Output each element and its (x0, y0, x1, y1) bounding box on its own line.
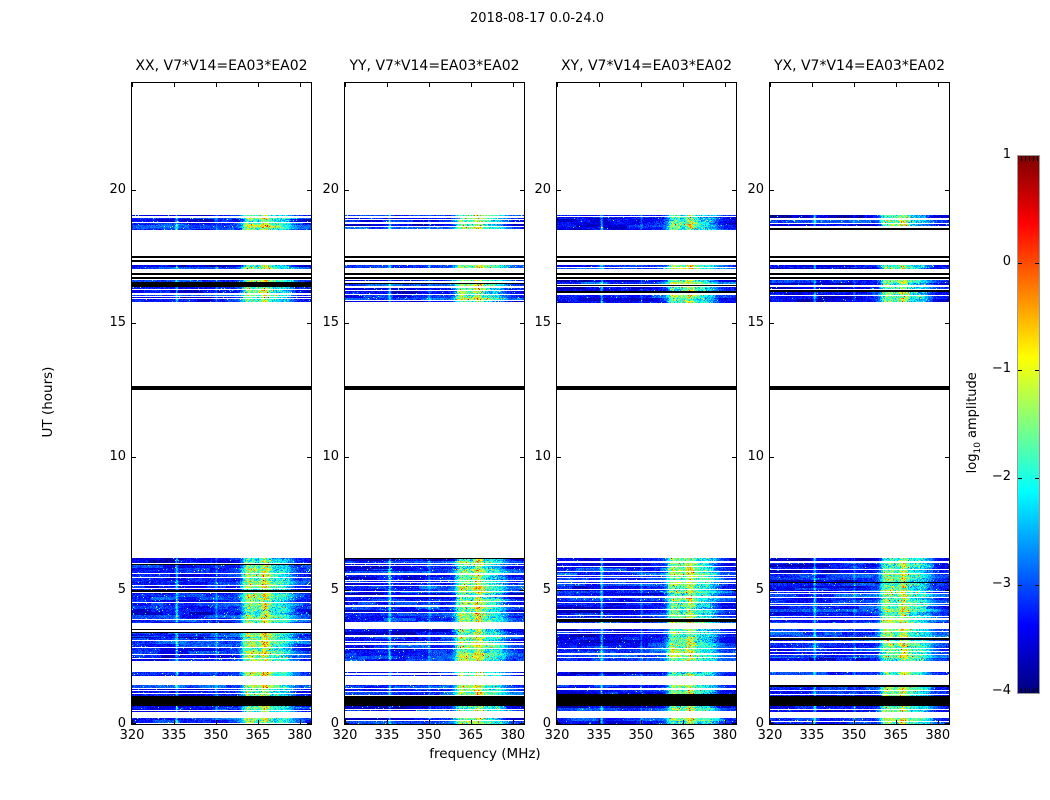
y-tick-label: 10 (109, 448, 126, 464)
y-tick-label: 20 (109, 181, 126, 197)
x-tick-label: 320 (332, 728, 358, 743)
colorbar-tick-label: −3 (991, 576, 1011, 591)
x-tick-label: 350 (628, 728, 654, 743)
y-tick-label: 10 (322, 448, 339, 464)
colorbar-canvas (1018, 156, 1039, 693)
x-tick-label: 380 (712, 728, 738, 743)
x-tick-label: 350 (841, 728, 867, 743)
y-tick-label: 15 (109, 315, 126, 331)
x-tick-label: 380 (287, 728, 313, 743)
spectrogram-panel-yy (344, 82, 525, 725)
figure-title: 2018-08-17 0.0-24.0 (470, 11, 604, 26)
x-tick-label: 365 (883, 728, 909, 743)
y-tick-label: 15 (534, 315, 551, 331)
x-tick-label: 350 (416, 728, 442, 743)
colorbar-label-suffix: amplitude (965, 372, 981, 443)
y-tick-label: 15 (747, 315, 764, 331)
x-tick-label: 350 (203, 728, 229, 743)
panel-title-yx: YX, V7*V14=EA03*EA02 (773, 58, 946, 74)
y-tick-label: 5 (755, 582, 764, 598)
x-tick-label: 335 (374, 728, 400, 743)
spectrogram-panel-yx (769, 82, 950, 725)
y-tick-label: 10 (747, 448, 764, 464)
y-tick-label: 0 (330, 716, 339, 731)
spectrogram-canvas-xx (132, 83, 311, 724)
y-tick-label: 5 (117, 582, 126, 598)
x-tick-label: 365 (670, 728, 696, 743)
x-axis-label: frequency (MHz) (429, 746, 541, 762)
spectrogram-panel-xy (556, 82, 737, 725)
colorbar-tick-label: −4 (991, 683, 1011, 698)
x-tick-label: 335 (161, 728, 187, 743)
spectrogram-panel-xx (131, 82, 312, 725)
colorbar-tick-label: 0 (1002, 254, 1011, 269)
x-tick-label: 365 (245, 728, 271, 743)
y-tick-label: 5 (542, 582, 551, 598)
panel-title-xx: XX, V7*V14=EA03*EA02 (135, 58, 308, 74)
x-tick-label: 320 (757, 728, 783, 743)
panel-title-yy: YY, V7*V14=EA03*EA02 (349, 58, 520, 74)
x-tick-label: 365 (458, 728, 484, 743)
y-tick-label: 20 (322, 181, 339, 197)
y-axis-label: UT (hours) (40, 366, 56, 437)
x-tick-label: 335 (586, 728, 612, 743)
spectrogram-canvas-yy (345, 83, 524, 724)
colorbar-label: log10 amplitude (965, 323, 983, 523)
colorbar-label-sub: 10 (972, 442, 983, 454)
x-tick-label: 320 (119, 728, 145, 743)
y-tick-label: 10 (534, 448, 551, 464)
x-tick-label: 335 (799, 728, 825, 743)
spectrogram-canvas-yx (770, 83, 949, 724)
colorbar-tick-label: 1 (1002, 147, 1011, 162)
y-tick-label: 0 (755, 716, 764, 731)
x-tick-label: 380 (500, 728, 526, 743)
y-tick-label: 15 (322, 315, 339, 331)
y-tick-label: 20 (534, 181, 551, 197)
x-tick-label: 320 (544, 728, 570, 743)
y-tick-label: 20 (747, 181, 764, 197)
colorbar (1017, 155, 1040, 694)
y-tick-label: 5 (330, 582, 339, 598)
x-tick-label: 380 (925, 728, 951, 743)
y-tick-label: 0 (542, 716, 551, 731)
spectrogram-canvas-xy (557, 83, 736, 724)
y-tick-label: 0 (117, 716, 126, 731)
colorbar-tick-label: −1 (991, 361, 1011, 376)
colorbar-tick-label: −2 (991, 469, 1011, 484)
panel-title-xy: XY, V7*V14=EA03*EA02 (560, 58, 733, 74)
